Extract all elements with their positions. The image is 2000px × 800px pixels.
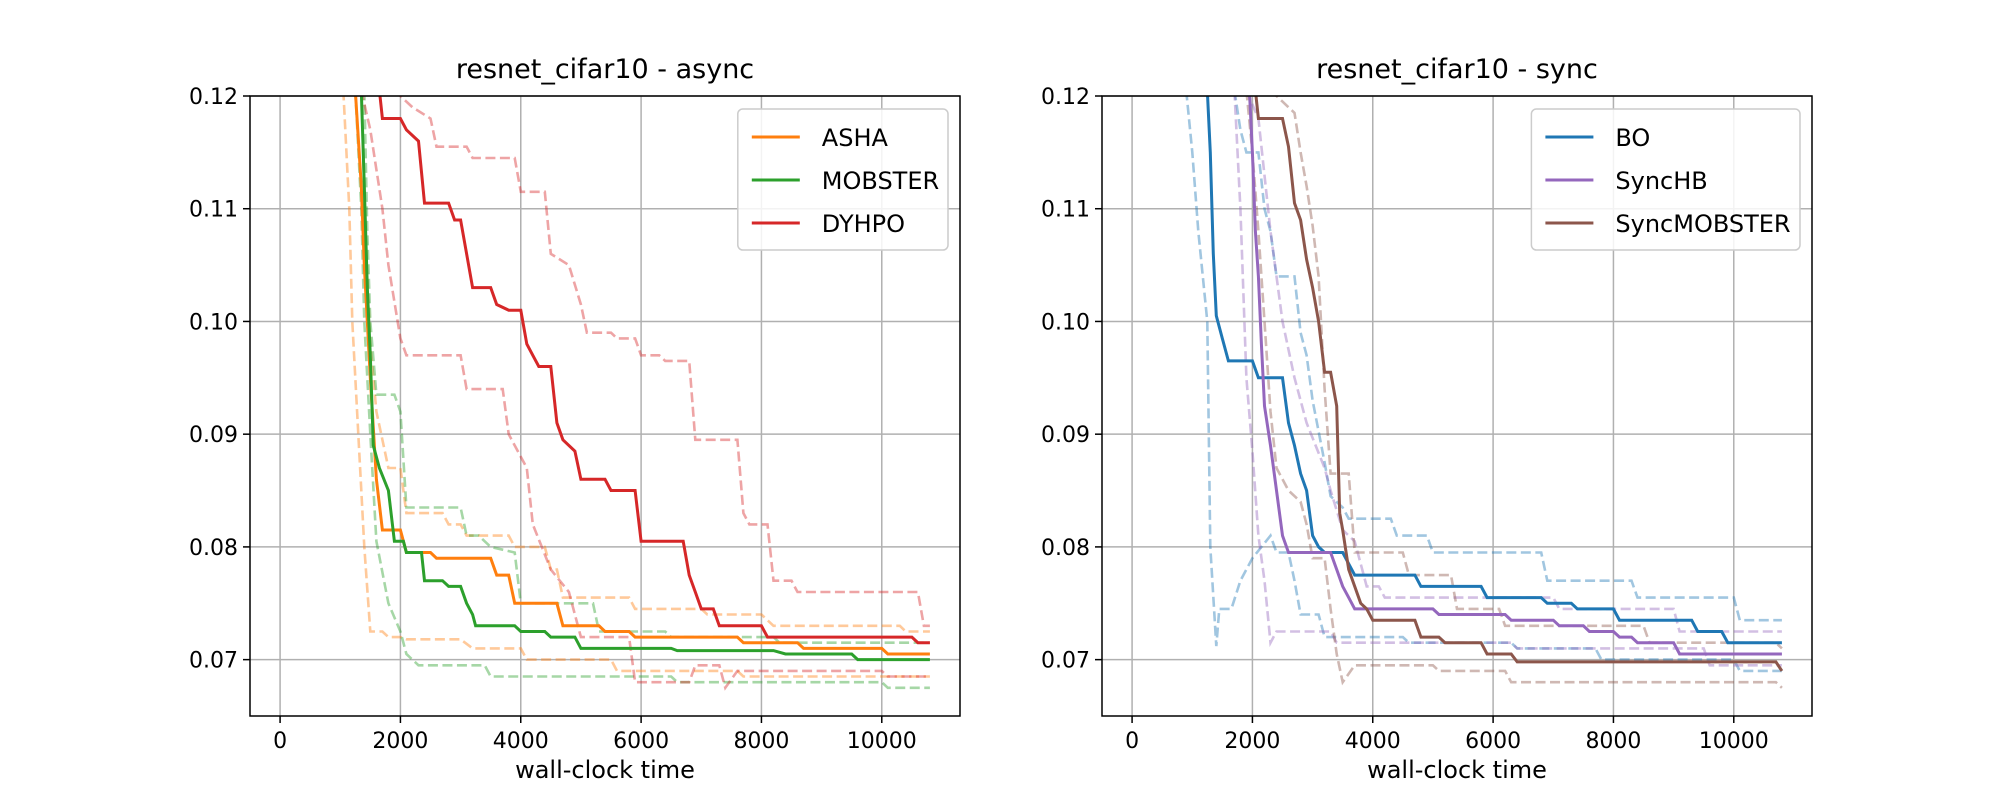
legend-box bbox=[1530, 108, 1801, 251]
x-tick-label: 8000 bbox=[733, 729, 789, 754]
y-tick-label: 0.11 bbox=[189, 198, 238, 223]
legend-label: SyncHB bbox=[1615, 167, 1707, 195]
y-tick-label: 0.09 bbox=[1041, 423, 1090, 448]
x-axis-label: wall-clock time bbox=[515, 756, 695, 784]
y-tick-label: 0.12 bbox=[1041, 85, 1090, 110]
y-tick-label: 0.09 bbox=[189, 423, 238, 448]
series-synchb-band-upper bbox=[1247, 96, 1782, 633]
x-tick-label: 10000 bbox=[847, 729, 917, 754]
y-tick-label: 0.11 bbox=[1041, 198, 1090, 223]
y-tick-label: 0.12 bbox=[189, 85, 238, 110]
series-dyhpo-line bbox=[378, 96, 930, 645]
x-tick-label: 4000 bbox=[493, 729, 549, 754]
legend-label: ASHA bbox=[822, 124, 889, 152]
plot-area bbox=[1185, 96, 1784, 689]
y-tick-label: 0.07 bbox=[189, 649, 238, 674]
series-syncmobster-band-upper bbox=[1274, 96, 1783, 650]
x-tick-label: 4000 bbox=[1345, 729, 1401, 754]
y-tick-label: 0.07 bbox=[1041, 649, 1090, 674]
legend: BO SyncHB SyncMOBSTER bbox=[1530, 108, 1801, 251]
y-tick-label: 0.08 bbox=[189, 536, 238, 561]
legend-box bbox=[737, 108, 949, 251]
x-tick-label: 6000 bbox=[613, 729, 669, 754]
series-dyhpo-band-lower bbox=[361, 96, 930, 691]
series-mobster-line bbox=[359, 96, 930, 662]
legend-label: DYHPO bbox=[822, 210, 905, 238]
series-syncmobster-line bbox=[1254, 96, 1784, 672]
x-tick-label: 8000 bbox=[1585, 729, 1641, 754]
legend-label: BO bbox=[1615, 124, 1650, 152]
legend-label: MOBSTER bbox=[822, 167, 939, 195]
y-tick-label: 0.10 bbox=[1041, 310, 1090, 335]
axes-frame bbox=[249, 95, 961, 717]
x-axis-label: wall-clock time bbox=[1367, 756, 1547, 784]
x-tick-label: 2000 bbox=[1224, 729, 1280, 754]
x-tick-label: 0 bbox=[273, 729, 287, 754]
x-tick-label: 6000 bbox=[1465, 729, 1521, 754]
plot-area bbox=[342, 96, 930, 691]
chart-title: resnet_cifar10 - sync bbox=[1316, 54, 1598, 85]
series-bo-band-lower bbox=[1185, 96, 1782, 673]
x-tick-label: 2000 bbox=[372, 729, 428, 754]
y-tick-label: 0.08 bbox=[1041, 536, 1090, 561]
x-tick-label: 10000 bbox=[1699, 729, 1769, 754]
y-tick-label: 0.10 bbox=[189, 310, 238, 335]
x-tick-label: 0 bbox=[1125, 729, 1139, 754]
series-dyhpo-band-upper bbox=[398, 96, 930, 628]
series-synchb-line bbox=[1248, 96, 1782, 656]
series-asha-band-lower bbox=[342, 96, 930, 678]
legend-label: SyncMOBSTER bbox=[1615, 210, 1790, 238]
chart-title: resnet_cifar10 - async bbox=[456, 54, 754, 85]
chart-panel-1: 0 2000 4000 6000 8000 10000 0.07 0.08 0.09 0.10 0.… bbox=[1041, 54, 1813, 784]
series-synchb-band-lower bbox=[1233, 96, 1782, 667]
chart-panel-0: 0 2000 4000 6000 8000 10000 0.07 0.08 0.09 0.10 0.… bbox=[189, 54, 961, 784]
legend: ASHA MOBSTER DYHPO bbox=[737, 108, 949, 251]
axes-frame bbox=[1101, 95, 1813, 717]
series-asha-band-upper bbox=[360, 96, 930, 633]
series-syncmobster-band-lower bbox=[1245, 96, 1783, 689]
series-bo-band-upper bbox=[1233, 96, 1782, 622]
